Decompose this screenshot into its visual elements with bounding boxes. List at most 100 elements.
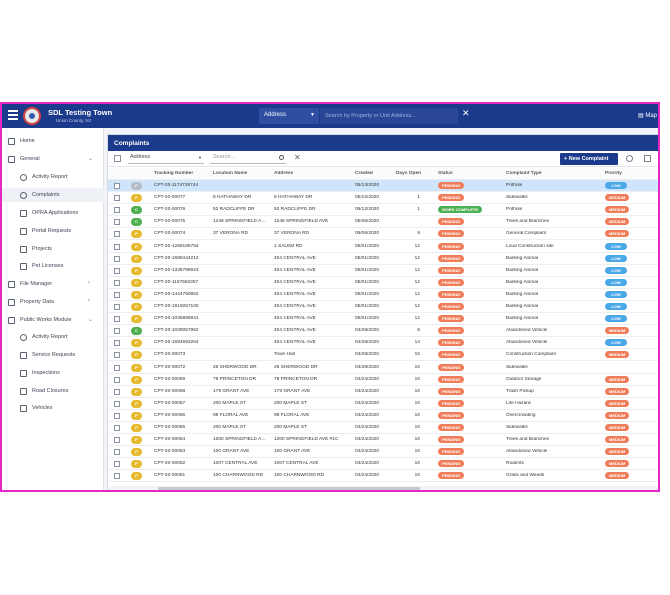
table-row[interactable]: P CPT-20-1444760952 404 CENTRAL AVE 05/01/2… — [108, 289, 658, 301]
sidebar-item-road-closures[interactable]: Road Closures — [20, 384, 98, 398]
table-row[interactable]: P CPT-20-1174726744 05/13/2020 PENDING Potho… — [108, 180, 658, 192]
sidebar-item-file-manager[interactable]: File Manager ‹ — [8, 277, 98, 291]
table-row[interactable]: P CPT-20-00069 79 PRINCETON DR 79 PRINCETON… — [108, 374, 658, 386]
column-header-priority[interactable]: Priority — [605, 171, 622, 176]
row-checkbox[interactable] — [114, 425, 120, 431]
sidebar-item-portal-requests[interactable]: Portal Requests — [20, 224, 98, 238]
table-row[interactable]: P CPT-20-1268185754 1 SALEM RD 05/01/2020 12… — [108, 241, 658, 253]
row-checkbox[interactable] — [114, 207, 120, 214]
sidebar-item-complaints[interactable]: Complaints — [2, 188, 104, 202]
filter-field-select[interactable]: Address ▼ — [128, 154, 204, 164]
cell-status: PENDING — [438, 387, 465, 395]
table-row[interactable]: P CPT-20-1336798923 404 CENTRAL AVE 05/01/2… — [108, 265, 658, 277]
row-checkbox[interactable] — [114, 304, 120, 310]
row-checkbox[interactable] — [114, 195, 120, 202]
sidebar-item-inspections[interactable]: Inspections — [20, 366, 98, 380]
cell-complaint-type: Barking Animal — [506, 316, 538, 322]
sidebar-item-property-data[interactable]: Property Data ‹ — [8, 295, 98, 309]
grid-search-input[interactable]: Search... — [210, 154, 286, 164]
cell-tracking-number: CPT-20-1919257100 — [154, 304, 199, 309]
table-row[interactable]: C CPT-20-1039057962 404 CENTRAL AVE 04/29/2… — [108, 325, 658, 338]
sidebar-item-projects[interactable]: Projects — [20, 242, 98, 256]
table-row[interactable]: P CPT-20-00066 98 FLORAL AVE 98 FLORAL AVE 0… — [108, 410, 658, 422]
sidebar-item-activity-report[interactable]: Activity Report — [20, 330, 98, 344]
row-checkbox[interactable] — [114, 400, 120, 407]
chevron-down-icon[interactable]: ⌄ — [88, 317, 94, 323]
row-checkbox[interactable] — [114, 255, 120, 262]
sidebar-item-label: Home — [20, 138, 35, 144]
row-checkbox[interactable] — [114, 376, 120, 383]
table-row[interactable]: P CPT-20-00062 1007 CENTRAL AVE 1007 CENTRA… — [108, 458, 658, 471]
row-checkbox[interactable] — [114, 328, 120, 335]
cell-location-name: 1248 SPRINGFIELD A... — [213, 219, 266, 225]
row-checkbox[interactable] — [114, 243, 120, 250]
column-header-address[interactable]: Address — [274, 171, 294, 176]
column-header-status[interactable]: Status — [438, 171, 453, 176]
table-row[interactable]: P CPT-20-00063 100 GRANT AVE 100 GRANT AVE 0… — [108, 446, 658, 459]
row-checkbox[interactable] — [114, 449, 120, 456]
sidebar-item-public-works-module[interactable]: Public Works Module ⌄ — [8, 313, 98, 327]
row-checkbox[interactable] — [114, 267, 120, 274]
row-checkbox[interactable] — [114, 461, 120, 468]
table-row[interactable]: P CPT-20-00073 Town Hall 04/28/2020 15 PENDIN… — [108, 349, 658, 362]
clear-filter-icon[interactable]: ✕ — [294, 153, 301, 162]
search-scope-select[interactable]: Address ▼ — [259, 108, 319, 124]
table-row[interactable]: C CPT-20-00075 1248 SPRINGFIELD A... 1248 S… — [108, 216, 658, 229]
table-row[interactable]: C CPT-20-00076 52 RADCLIFFE DR 52 RADCLIFFE… — [108, 204, 658, 217]
horizontal-scrollbar[interactable] — [108, 486, 658, 490]
row-checkbox[interactable] — [114, 412, 120, 419]
row-checkbox[interactable] — [114, 473, 120, 480]
row-checkbox[interactable] — [114, 279, 120, 286]
row-checkbox[interactable] — [114, 291, 120, 298]
row-checkbox[interactable] — [114, 316, 120, 323]
column-header-created[interactable]: Created — [355, 171, 373, 176]
global-search-input[interactable]: Search by Property or Unit Address... — [320, 108, 458, 124]
table-row[interactable]: P CPT-20-00077 8 HATHAWAY DR 8 HATHAWAY DR 0… — [108, 192, 658, 205]
table-row[interactable]: P CPT-20-1689444212 404 CENTRAL AVE 05/01/2… — [108, 253, 658, 265]
column-header-complaint-type[interactable]: Complaint Type — [506, 171, 542, 176]
row-checkbox[interactable] — [114, 231, 120, 238]
row-checkbox[interactable] — [114, 183, 120, 189]
clear-search-icon[interactable]: ✕ — [462, 108, 470, 118]
row-checkbox[interactable] — [114, 352, 120, 359]
row-checkbox[interactable] — [114, 364, 120, 371]
chevron-left-icon[interactable]: ‹ — [88, 280, 90, 286]
sidebar-item-pet-licenses[interactable]: Pet Licenses — [20, 259, 98, 273]
column-header-days-open[interactable]: Days Open — [396, 171, 422, 176]
sidebar-item-vehicles[interactable]: Vehicles — [20, 401, 98, 415]
sidebar-item-general[interactable]: General ⌄ — [8, 152, 98, 166]
sidebar-item-home[interactable]: Home — [8, 134, 98, 148]
new-complaint-button[interactable]: + New Complaint — [560, 153, 618, 165]
table-row[interactable]: P CPT-20-00064 1200 SPRINGFIELD A... 1200 S… — [108, 434, 658, 447]
table-row[interactable]: P CPT-20-00065 200 MAPLE ST 200 MAPLE ST 04/… — [108, 422, 658, 434]
filter-icon[interactable] — [644, 155, 651, 162]
table-row[interactable]: P CPT-20-1035886941 404 CENTRAL AVE 05/01/2… — [108, 313, 658, 326]
table-row[interactable]: P CPT-20-1694593264 404 CENTRAL AVE 04/29/2… — [108, 337, 658, 350]
chevron-left-icon[interactable]: ‹ — [88, 298, 90, 304]
sidebar-item-opra-applications[interactable]: OPRA Applications — [20, 206, 98, 220]
table-row[interactable]: P CPT-20-00061 100 CHARNWOOD RD 100 CHARNWO… — [108, 470, 658, 483]
table-row[interactable]: P CPT-20-1919257100 404 CENTRAL AVE 05/01/2… — [108, 301, 658, 313]
table-row[interactable]: P CPT-20-00072 26 SHERWOOD DR 26 SHERWOOD D… — [108, 362, 658, 374]
map-icon: ▤ — [638, 113, 644, 119]
row-checkbox[interactable] — [114, 388, 120, 395]
row-checkbox[interactable] — [114, 219, 120, 226]
row-checkbox[interactable] — [114, 437, 120, 444]
map-button[interactable]: ▤ Map — [638, 112, 657, 119]
table-row[interactable]: P CPT-20-00068 179 GRANT AVE 179 GRANT AVE 0… — [108, 386, 658, 398]
chevron-down-icon[interactable]: ⌄ — [88, 156, 94, 162]
table-row[interactable]: P CPT-20-1167682357 404 CENTRAL AVE 05/01/2… — [108, 277, 658, 289]
table-row[interactable]: P CPT-20-00074 37 VERONA RD 37 VERONA RD 05/… — [108, 228, 658, 241]
sidebar-item-activity-report[interactable]: Activity Report — [20, 170, 98, 184]
table-row[interactable]: P CPT-20-00067 200 MAPLE ST 200 MAPLE ST 04/… — [108, 398, 658, 410]
refresh-icon[interactable] — [626, 155, 633, 162]
scrollbar-thumb[interactable] — [158, 487, 420, 490]
select-all-checkbox[interactable] — [114, 155, 121, 162]
hamburger-menu-icon[interactable] — [8, 110, 18, 122]
column-header-location-name[interactable]: Location Name — [213, 171, 248, 176]
sidebar-item-service-requests[interactable]: Service Requests — [20, 348, 98, 362]
cell-address: 404 CENTRAL AVE — [274, 304, 316, 309]
row-checkbox[interactable] — [114, 340, 120, 347]
cell-address: 100 CHARNWOOD RD — [274, 473, 325, 479]
column-header-tracking-number[interactable]: Tracking Number — [154, 171, 194, 176]
